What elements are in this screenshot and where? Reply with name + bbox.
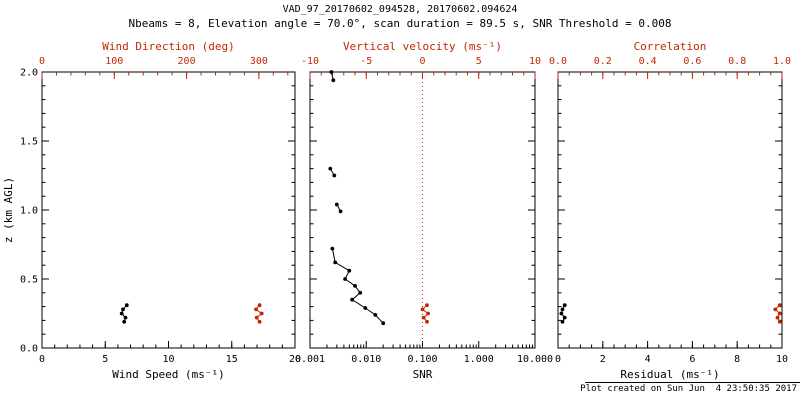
data-point (425, 319, 429, 324)
axis-label-snr-top: Vertical velocity (ms⁻¹) (343, 40, 502, 53)
svg-text:6: 6 (689, 354, 695, 365)
series-residual (559, 303, 567, 324)
svg-text:1.0: 1.0 (773, 56, 791, 67)
data-point (334, 202, 339, 207)
data-point (254, 315, 259, 320)
svg-text:100: 100 (105, 56, 123, 67)
series-wind-direction (254, 303, 264, 324)
svg-text:-10: -10 (301, 56, 319, 67)
axis-label-residual-top: Correlation (634, 40, 707, 53)
svg-text:0: 0 (39, 354, 45, 365)
svg-text:0.001: 0.001 (295, 354, 325, 365)
plot-title: VAD_97_20170602_094528, 20170602.094624 (282, 4, 518, 15)
axis-label-wind-bottom: Wind Speed (ms⁻¹) (112, 368, 225, 381)
data-point (773, 307, 778, 312)
svg-text:4: 4 (645, 354, 651, 365)
data-point (777, 303, 782, 308)
data-point (353, 284, 357, 288)
svg-text:0.0: 0.0 (20, 344, 38, 355)
y-axis-label: z (km AGL) (2, 177, 15, 243)
data-point (254, 307, 258, 312)
data-point (259, 311, 264, 316)
svg-text:8: 8 (734, 354, 740, 365)
data-point (329, 70, 334, 74)
data-point (333, 260, 338, 265)
svg-text:2: 2 (600, 354, 606, 365)
svg-text:0: 0 (419, 56, 425, 67)
svg-text:0.8: 0.8 (728, 56, 746, 67)
svg-text:1.5: 1.5 (20, 137, 38, 148)
axis-label-wind-top: Wind Direction (deg) (102, 40, 234, 53)
panel-snr: 0.001 0.010 0.100 1.000 10.000 SNR -10 -5 0 5 10 Ve… (295, 40, 553, 381)
data-point (425, 303, 429, 308)
svg-text:0: 0 (555, 354, 561, 365)
axis-label-residual-bottom: Residual (ms⁻¹) (620, 368, 719, 381)
data-point (373, 313, 378, 317)
data-point (343, 277, 347, 281)
axis-label-snr-bottom: SNR (413, 368, 433, 381)
data-point (560, 307, 565, 312)
data-point (257, 303, 262, 308)
svg-text:15: 15 (226, 354, 238, 365)
svg-text:0.5: 0.5 (20, 275, 38, 286)
data-point (338, 209, 343, 214)
svg-text:0.6: 0.6 (683, 56, 701, 67)
data-point (560, 319, 565, 324)
data-point (381, 321, 386, 326)
data-point (330, 246, 335, 251)
series-correlation (773, 303, 782, 324)
svg-text:-5: -5 (360, 56, 372, 67)
data-point (559, 311, 564, 316)
series-snr-profile (328, 70, 386, 326)
plot-frame (41, 71, 296, 349)
svg-text:20: 20 (289, 354, 301, 365)
series-vertical-velocity (420, 303, 430, 324)
data-point (562, 315, 567, 320)
data-point (332, 173, 337, 178)
data-point (421, 315, 426, 320)
data-point (562, 303, 567, 308)
series-wind-speed (119, 303, 129, 324)
data-point (328, 166, 333, 171)
svg-text:0.0: 0.0 (549, 56, 567, 67)
svg-text:10: 10 (776, 354, 788, 365)
svg-text:10: 10 (162, 354, 174, 365)
svg-text:0.2: 0.2 (594, 56, 612, 67)
svg-text:2.0: 2.0 (20, 68, 38, 79)
svg-text:200: 200 (178, 56, 196, 67)
plot-frame (557, 71, 783, 349)
data-point (331, 78, 336, 83)
panel-residual: 0 2 4 6 8 10 Residual (ms⁻¹) 0.0 0.2 0.4 0.6 0.8 1.0… (549, 40, 791, 381)
panel-wind: 0 5 10 15 20 Wind Speed (ms⁻¹) 0 100 200 300 Wind … (20, 40, 301, 381)
data-point (347, 268, 352, 273)
plot-subtitle: Nbeams = 8, Elevation angle = 70.0°, sca… (128, 17, 672, 30)
data-point (777, 311, 782, 316)
svg-text:10.000: 10.000 (517, 354, 553, 365)
plot-created-timestamp: Plot created on Sun Jun 4 23:50:35 2017 (580, 384, 797, 394)
svg-text:0.010: 0.010 (351, 354, 381, 365)
svg-text:0.4: 0.4 (639, 56, 657, 67)
svg-text:0.100: 0.100 (407, 354, 437, 365)
data-point (777, 319, 782, 324)
data-point (358, 290, 363, 295)
svg-text:1.000: 1.000 (464, 354, 494, 365)
data-point (119, 311, 124, 316)
data-point (122, 319, 127, 324)
data-point (124, 303, 129, 308)
svg-text:1.0: 1.0 (20, 206, 38, 217)
data-point (426, 311, 430, 316)
data-point (363, 306, 368, 310)
data-point (775, 315, 780, 320)
svg-text:5: 5 (476, 56, 482, 67)
svg-text:10: 10 (529, 56, 541, 67)
data-point (350, 297, 354, 302)
svg-text:0: 0 (39, 56, 45, 67)
data-point (121, 307, 125, 312)
data-point (123, 315, 128, 320)
data-point (257, 319, 262, 324)
svg-text:5: 5 (102, 354, 108, 365)
svg-text:300: 300 (250, 56, 268, 67)
data-point (420, 307, 425, 312)
